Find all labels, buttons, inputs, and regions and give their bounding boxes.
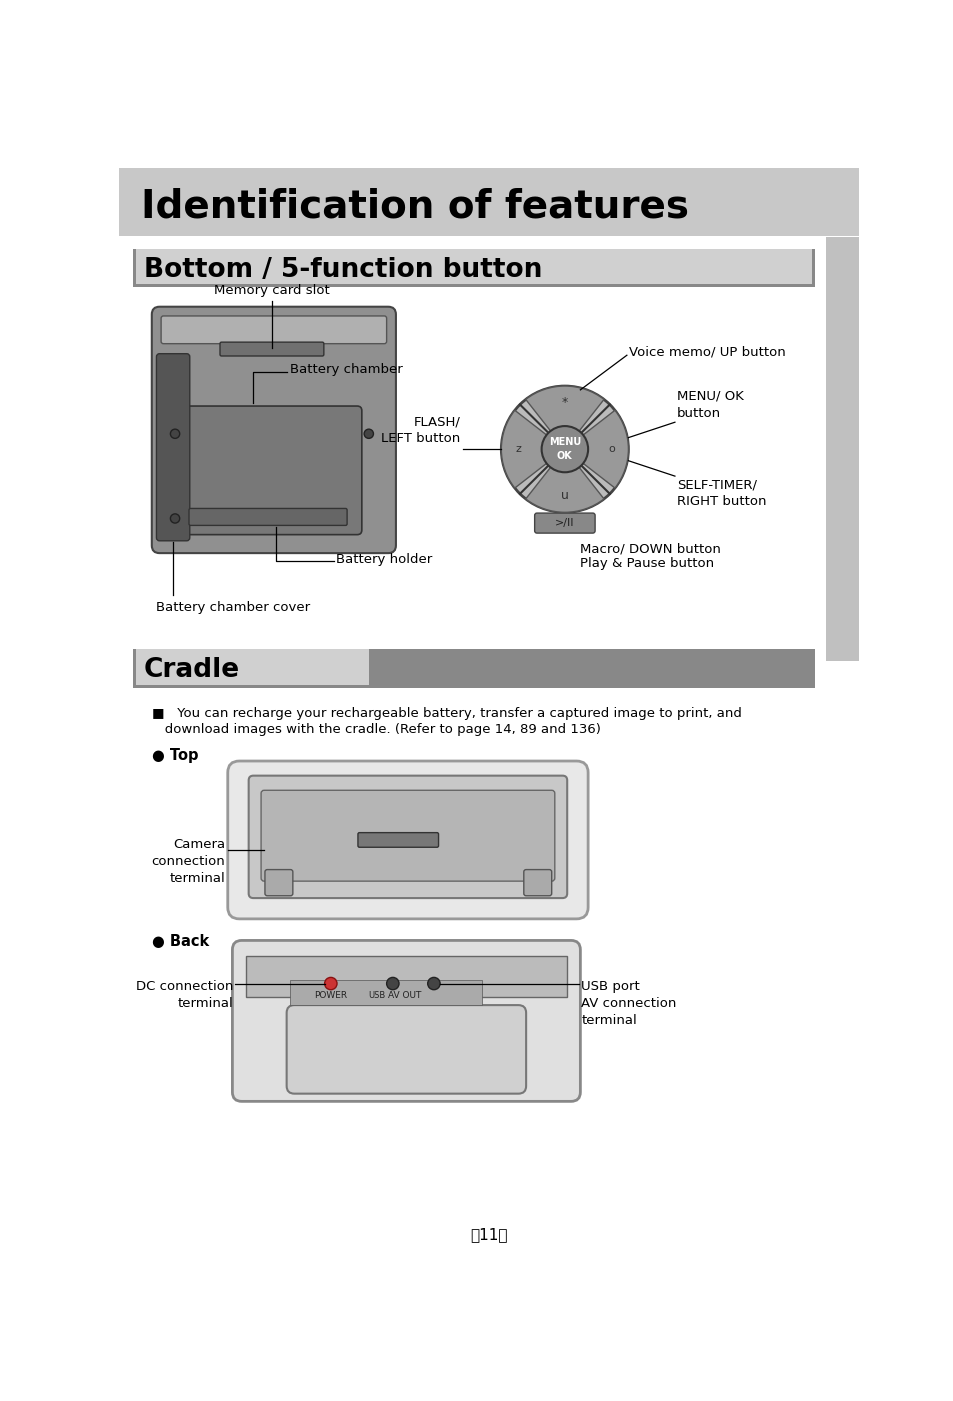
FancyBboxPatch shape	[152, 307, 395, 553]
FancyBboxPatch shape	[133, 249, 815, 287]
Text: OK: OK	[557, 451, 572, 461]
Text: Voice memo/ UP button: Voice memo/ UP button	[629, 346, 785, 359]
Text: ■   You can recharge your rechargeable battery, transfer a captured image to pri: ■ You can recharge your rechargeable bat…	[152, 708, 740, 720]
Text: Bottom / 5-function button: Bottom / 5-function button	[144, 256, 542, 283]
FancyBboxPatch shape	[245, 955, 567, 998]
Text: ● Back: ● Back	[152, 934, 209, 950]
Circle shape	[386, 978, 398, 989]
FancyBboxPatch shape	[156, 353, 190, 541]
FancyBboxPatch shape	[189, 509, 347, 525]
FancyBboxPatch shape	[261, 790, 555, 881]
Circle shape	[171, 429, 179, 439]
Text: Play & Pause button: Play & Pause button	[579, 556, 714, 570]
Text: MENU/ OK
button: MENU/ OK button	[677, 389, 743, 420]
Text: POWER: POWER	[314, 992, 347, 1000]
Wedge shape	[564, 410, 628, 488]
Text: FLASH/
LEFT button: FLASH/ LEFT button	[380, 415, 459, 446]
Text: MENU: MENU	[548, 437, 580, 447]
Text: Memory card slot: Memory card slot	[213, 284, 330, 297]
Text: DC connection
terminal: DC connection terminal	[135, 979, 233, 1010]
FancyBboxPatch shape	[136, 650, 369, 685]
Wedge shape	[525, 387, 603, 450]
Text: Macro/ DOWN button: Macro/ DOWN button	[579, 542, 720, 556]
FancyBboxPatch shape	[133, 650, 815, 688]
Text: Identification of features: Identification of features	[141, 188, 688, 226]
FancyBboxPatch shape	[249, 776, 567, 898]
Text: Battery chamber: Battery chamber	[290, 363, 402, 377]
Text: Cradle: Cradle	[144, 657, 240, 684]
Text: 〈11〉: 〈11〉	[470, 1227, 507, 1243]
FancyBboxPatch shape	[136, 249, 811, 284]
Text: download images with the cradle. (Refer to page 14, 89 and 136): download images with the cradle. (Refer …	[152, 723, 600, 736]
Text: o: o	[607, 444, 614, 454]
Circle shape	[427, 978, 439, 989]
FancyBboxPatch shape	[265, 870, 293, 895]
Text: z: z	[515, 444, 520, 454]
Text: AV OUT: AV OUT	[387, 992, 420, 1000]
Text: *: *	[561, 396, 567, 409]
FancyBboxPatch shape	[161, 317, 386, 343]
FancyBboxPatch shape	[220, 342, 323, 356]
FancyBboxPatch shape	[825, 237, 858, 661]
Text: USB: USB	[368, 992, 386, 1000]
FancyBboxPatch shape	[167, 406, 361, 535]
Circle shape	[500, 387, 628, 513]
Circle shape	[324, 978, 336, 989]
Text: ● Top: ● Top	[152, 748, 198, 764]
Wedge shape	[500, 410, 564, 488]
FancyBboxPatch shape	[119, 168, 858, 235]
FancyBboxPatch shape	[290, 981, 481, 1005]
FancyBboxPatch shape	[233, 940, 579, 1101]
FancyBboxPatch shape	[357, 832, 438, 848]
Text: u: u	[560, 489, 568, 502]
Text: Battery holder: Battery holder	[335, 553, 432, 566]
Circle shape	[364, 429, 373, 439]
Text: SELF-TIMER/
RIGHT button: SELF-TIMER/ RIGHT button	[677, 478, 766, 509]
FancyBboxPatch shape	[228, 761, 587, 919]
FancyBboxPatch shape	[534, 513, 595, 534]
Text: USB port
AV connection
terminal: USB port AV connection terminal	[580, 979, 676, 1027]
Circle shape	[541, 426, 587, 472]
Circle shape	[171, 514, 179, 523]
Text: Camera
connection
terminal: Camera connection terminal	[152, 838, 225, 885]
Wedge shape	[525, 450, 603, 513]
FancyBboxPatch shape	[286, 1005, 525, 1094]
Text: Battery chamber cover: Battery chamber cover	[155, 601, 310, 614]
FancyBboxPatch shape	[523, 870, 551, 895]
Text: >/II: >/II	[555, 518, 574, 528]
